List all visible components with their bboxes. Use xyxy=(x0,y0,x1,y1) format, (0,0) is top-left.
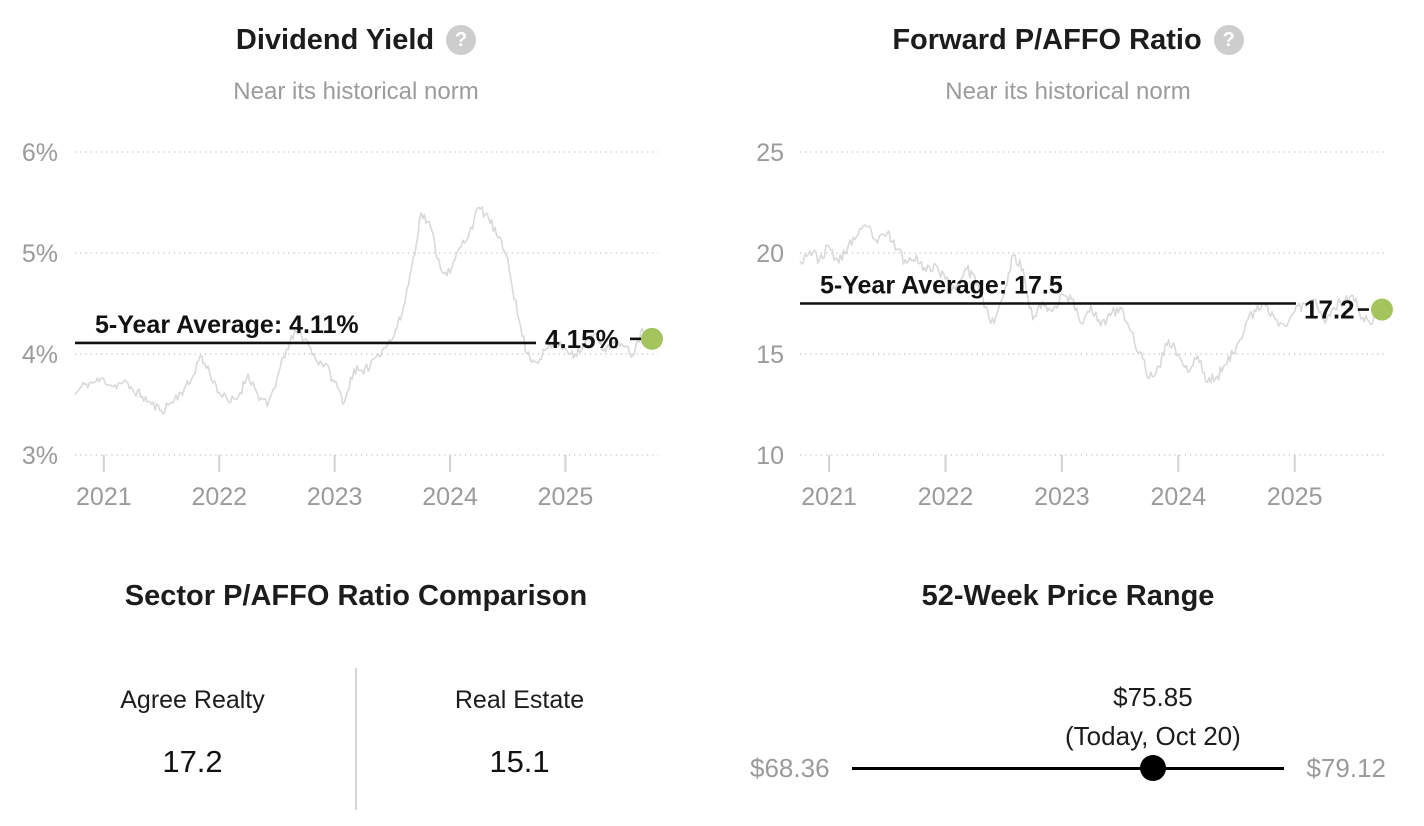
current-price: $75.85 xyxy=(1113,682,1193,712)
series-line xyxy=(799,224,1383,384)
forward-paffo-section: Forward P/AFFO Ratio ? Near its historic… xyxy=(712,0,1424,522)
x-axis-label: 2021 xyxy=(76,483,132,511)
x-axis-label: 2023 xyxy=(1034,483,1090,511)
charts-row: Dividend Yield ? Near its historical nor… xyxy=(0,0,1424,522)
average-label: 5-Year Average: 17.5 xyxy=(820,272,1063,300)
sector-comparison-section: Sector P/AFFO Ratio Comparison Agree Rea… xyxy=(0,578,712,810)
price-range-section: 52-Week Price Range $68.36 $75.85 (Today… xyxy=(712,578,1424,810)
dividend-yield-chart: 6% 5% 4% 3% 2021 2022 2023 2024 2025 5-Year Avera… xyxy=(22,139,663,511)
current-marker-dot xyxy=(1371,298,1393,321)
current-value-label: 4.15% xyxy=(545,324,619,354)
y-axis-label: 10 xyxy=(756,442,784,470)
price-range-row: $68.36 $75.85 (Today, Oct 20) $79.12 xyxy=(712,650,1424,782)
x-axis-label: 2025 xyxy=(538,483,594,511)
x-axis-label: 2025 xyxy=(1267,483,1323,511)
comparison-value: 17.2 xyxy=(162,743,223,779)
price-range-line xyxy=(851,767,1285,770)
y-axis-label: 6% xyxy=(22,139,58,167)
x-axis-label: 2022 xyxy=(191,483,247,511)
series-line xyxy=(74,206,653,415)
bottom-row: Sector P/AFFO Ratio Comparison Agree Rea… xyxy=(0,578,1424,810)
price-range-title: 52-Week Price Range xyxy=(921,580,1215,612)
help-icon[interactable]: ? xyxy=(1213,25,1244,55)
comparison-cell-agree-realty: Agree Realty 17.2 xyxy=(30,668,357,810)
x-axis-label: 2023 xyxy=(307,483,363,511)
range-low-label: $68.36 xyxy=(750,753,830,783)
comparison-label: Agree Realty xyxy=(120,686,265,714)
forward-paffo-chart: 25 20 15 10 2021 2022 2023 2024 2025 5-Year Avera… xyxy=(756,139,1393,511)
average-label: 5-Year Average: 4.11% xyxy=(95,311,359,339)
dividend-yield-section: Dividend Yield ? Near its historical nor… xyxy=(0,0,712,522)
chart-title: Forward P/AFFO Ratio xyxy=(892,24,1202,56)
x-axis-label: 2022 xyxy=(918,483,974,511)
range-high-label: $79.12 xyxy=(1306,753,1386,783)
current-value-label: 17.2 xyxy=(1304,295,1355,325)
y-axis-label: 3% xyxy=(22,442,58,470)
help-icon[interactable]: ? xyxy=(446,25,477,55)
chart-header: Forward P/AFFO Ratio ? xyxy=(712,18,1424,62)
comparison-cell-real-estate: Real Estate 15.1 xyxy=(357,668,682,810)
chart-header: Dividend Yield ? xyxy=(0,18,712,62)
current-marker-dot xyxy=(641,327,663,350)
comparison-table: Agree Realty 17.2 Real Estate 15.1 xyxy=(30,668,682,810)
section-title: Sector P/AFFO Ratio Comparison xyxy=(124,580,588,612)
price-range-dot xyxy=(1139,755,1166,781)
comparison-label: Real Estate xyxy=(454,686,585,714)
current-price-note: (Today, Oct 20) xyxy=(1064,721,1241,751)
chart-subtitle: Near its historical norm xyxy=(233,78,479,105)
y-axis-label: 5% xyxy=(22,240,58,268)
comparison-value: 15.1 xyxy=(489,743,550,779)
chart-title: Dividend Yield xyxy=(235,24,435,56)
price-range-current: $75.85 (Today, Oct 20) xyxy=(1065,678,1241,756)
x-axis-label: 2021 xyxy=(801,483,857,511)
price-range-track: $75.85 (Today, Oct 20) xyxy=(851,650,1285,782)
x-axis-label: 2024 xyxy=(1150,483,1206,511)
chart-subtitle: Near its historical norm xyxy=(945,78,1191,105)
y-axis-label: 4% xyxy=(22,341,58,369)
y-axis-label: 25 xyxy=(756,139,784,167)
y-axis-label: 20 xyxy=(756,240,784,268)
y-axis-label: 15 xyxy=(756,341,784,369)
x-axis-label: 2024 xyxy=(422,483,478,511)
